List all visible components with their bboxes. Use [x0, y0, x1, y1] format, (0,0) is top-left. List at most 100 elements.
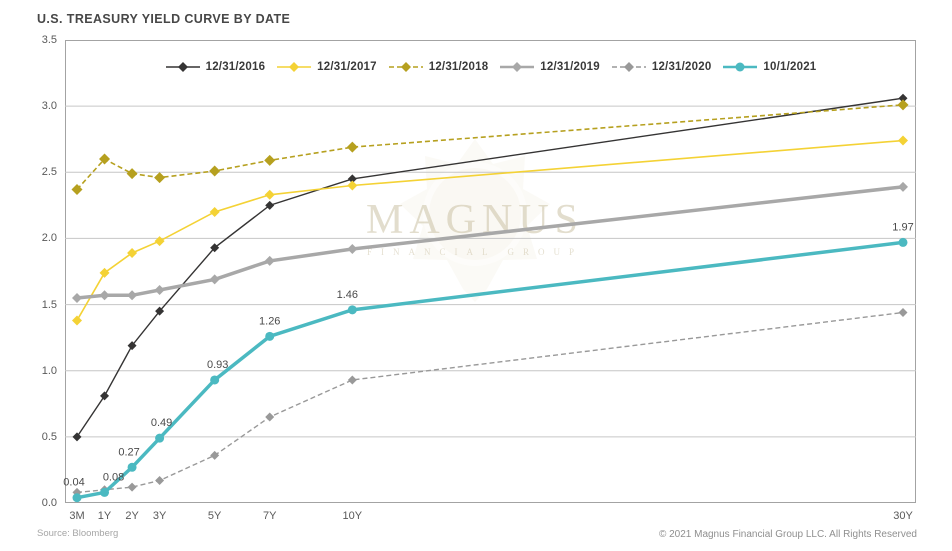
data-point-12-31-2016-1Y [100, 391, 110, 401]
data-point-12-31-2016-30Y [898, 93, 908, 103]
data-point-12-31-2018-2Y [126, 168, 138, 180]
data-point-12-31-2020-30Y [898, 308, 908, 318]
legend-label-12-31-2018: 12/31/2018 [428, 61, 489, 73]
legend-marker-12-31-2020 [611, 62, 646, 72]
point-label-1Y: 0.08 [103, 471, 124, 483]
data-point-12-31-2017-2Y [127, 247, 138, 258]
data-point-10-1-2021-10Y [347, 305, 357, 315]
data-point-10-1-2021-2Y [127, 462, 137, 472]
data-point-12-31-2016-7Y [265, 200, 275, 210]
plot-area-border [65, 40, 916, 503]
data-point-12-31-2018-30Y [897, 99, 909, 111]
legend-label-12-31-2017: 12/31/2017 [317, 61, 377, 73]
data-point-12-31-2018-10Y [346, 141, 358, 153]
series-line-12-31-2017 [76, 139, 904, 321]
data-point-12-31-2016-5Y [210, 243, 220, 253]
data-point-12-31-2016-3M [72, 432, 82, 442]
data-point-12-31-2019-1Y [99, 290, 110, 301]
legend-marker-12-31-2017 [277, 62, 312, 72]
data-point-12-31-2016-2Y [127, 341, 137, 351]
data-point-10-1-2021-3M [72, 493, 82, 503]
y-tick-2.5: 2.5 [41, 166, 57, 179]
data-point-12-31-2018-3Y [154, 172, 166, 184]
data-point-12-31-2017-7Y [264, 189, 275, 200]
point-label-3M: 0.04 [63, 477, 84, 489]
x-tick-3y: 3Y [152, 510, 167, 522]
source-note: Source: Bloomberg [37, 528, 119, 539]
data-point-12-31-2019-30Y [898, 181, 908, 192]
x-tick-7y: 7Y [262, 510, 277, 522]
data-point-12-31-2018-3M [71, 183, 83, 195]
data-point-10-1-2021-7Y [265, 331, 275, 341]
legend-label-12-31-2019: 12/31/2019 [540, 61, 600, 73]
x-tick-3m: 3M [69, 510, 85, 522]
chart-legend: 12/31/2016 12/31/2017 12/31/2018 12/31/2019… [65, 58, 916, 76]
copyright-note: © 2021 Magnus Financial Group LLC. All R… [658, 529, 917, 540]
legend-marker-12-31-2019 [500, 62, 535, 72]
chart-title: U.S. TREASURY YIELD CURVE BY DATE [37, 12, 291, 26]
data-point-10-1-2021-1Y [100, 487, 110, 497]
y-tick-1.5: 1.5 [41, 298, 57, 311]
data-point-12-31-2017-5Y [209, 206, 220, 217]
data-point-12-31-2017-3M [72, 315, 82, 326]
y-tick-2.0: 2.0 [41, 232, 57, 245]
data-point-12-31-2017-3Y [154, 236, 165, 247]
legend-marker-12-31-2018 [388, 62, 423, 72]
data-point-12-31-2017-10Y [347, 180, 358, 191]
legend-marker-10-1-2021 [723, 62, 758, 72]
data-point-12-31-2020-5Y [210, 450, 220, 460]
data-point-12-31-2020-2Y [127, 482, 137, 492]
data-point-12-31-2019-7Y [264, 255, 275, 266]
legend-item-12-31-2017: 12/31/2017 [276, 60, 377, 74]
series-line-12-31-2018 [76, 104, 904, 191]
data-point-12-31-2018-1Y [99, 153, 111, 165]
series-line-10-1-2021 [76, 240, 904, 500]
legend-label-12-31-2020: 12/31/2020 [651, 61, 712, 73]
x-tick-5y: 5Y [207, 510, 222, 522]
x-tick-30y: 30Y [893, 510, 913, 522]
data-point-12-31-2017-30Y [898, 135, 908, 146]
data-point-12-31-2019-3Y [154, 285, 165, 296]
data-point-10-1-2021-30Y [898, 237, 908, 247]
data-point-12-31-2017-1Y [99, 267, 110, 278]
y-tick-3.0: 3.0 [41, 100, 57, 113]
legend-item-12-31-2020: 12/31/2020 [611, 60, 712, 74]
legend-marker-12-31-2016 [165, 62, 200, 72]
legend-label-10-1-2021: 10/1/2021 [763, 61, 817, 73]
x-tick-10y: 10Y [342, 510, 363, 522]
data-point-12-31-2018-5Y [209, 165, 221, 177]
series-line-12-31-2019 [76, 185, 904, 300]
data-point-12-31-2019-2Y [127, 290, 138, 301]
legend-item-10-1-2021: 10/1/2021 [722, 60, 816, 74]
y-tick-0.5: 0.5 [41, 430, 57, 443]
y-tick-1.0: 1.0 [41, 364, 57, 377]
series-line-12-31-2020 [76, 311, 904, 494]
data-point-12-31-2016-10Y [347, 174, 357, 184]
point-label-5Y: 0.93 [207, 359, 228, 371]
x-tick-2y: 2Y [125, 510, 139, 522]
point-label-7Y: 1.26 [259, 315, 280, 327]
point-label-10Y: 1.46 [337, 289, 358, 301]
legend-label-12-31-2016: 12/31/2016 [205, 61, 266, 73]
data-point-12-31-2019-10Y [347, 244, 358, 255]
data-point-12-31-2020-10Y [347, 375, 357, 385]
data-point-12-31-2020-7Y [265, 412, 275, 422]
y-tick-0.0: 0.0 [41, 497, 57, 509]
point-label-3Y: 0.49 [151, 417, 172, 429]
legend-item-12-31-2016: 12/31/2016 [165, 60, 266, 74]
data-point-12-31-2016-3Y [155, 306, 165, 316]
point-label-30Y: 1.97 [892, 221, 913, 233]
data-point-12-31-2020-3Y [155, 476, 165, 486]
point-label-2Y: 0.27 [118, 446, 139, 458]
series-line-12-31-2016 [76, 97, 904, 438]
data-point-12-31-2018-7Y [264, 154, 276, 166]
data-point-12-31-2019-3M [72, 292, 82, 303]
data-point-10-1-2021-5Y [210, 375, 220, 385]
y-tick-3.5: 3.5 [41, 34, 57, 46]
x-tick-1y: 1Y [97, 510, 112, 522]
data-point-10-1-2021-3Y [155, 433, 165, 443]
legend-item-12-31-2018: 12/31/2018 [388, 60, 489, 74]
data-point-12-31-2019-5Y [209, 274, 220, 285]
